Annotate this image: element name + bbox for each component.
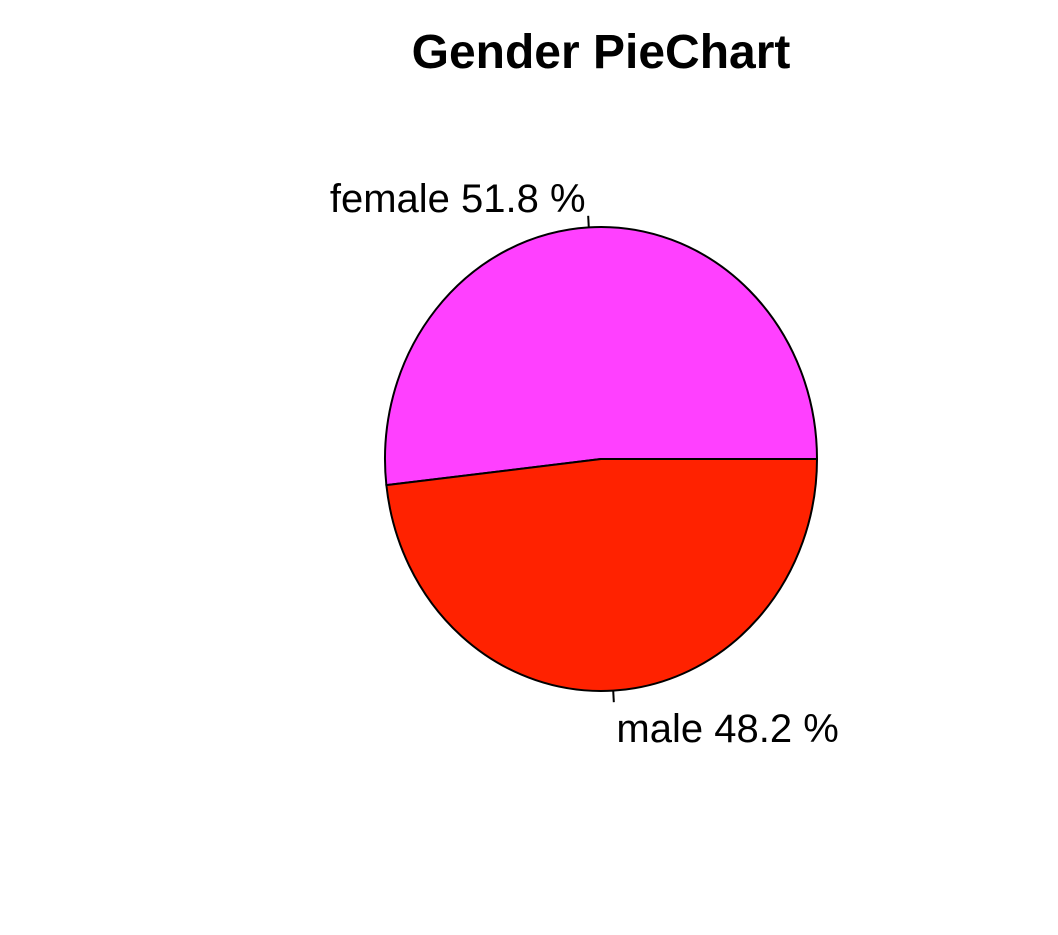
slice-label-female: female 51.8 % xyxy=(330,177,586,221)
leader-line-male xyxy=(612,690,615,703)
pie-slices xyxy=(384,225,819,692)
leader-line-female xyxy=(587,215,590,228)
chart-title: Gender PieChart xyxy=(412,26,791,79)
pie-labels: female 51.8 % male 48.2 % xyxy=(330,177,839,751)
slice-label-male: male 48.2 % xyxy=(616,707,838,751)
pie-slice-female xyxy=(384,225,819,487)
pie-slice-male xyxy=(385,458,819,692)
